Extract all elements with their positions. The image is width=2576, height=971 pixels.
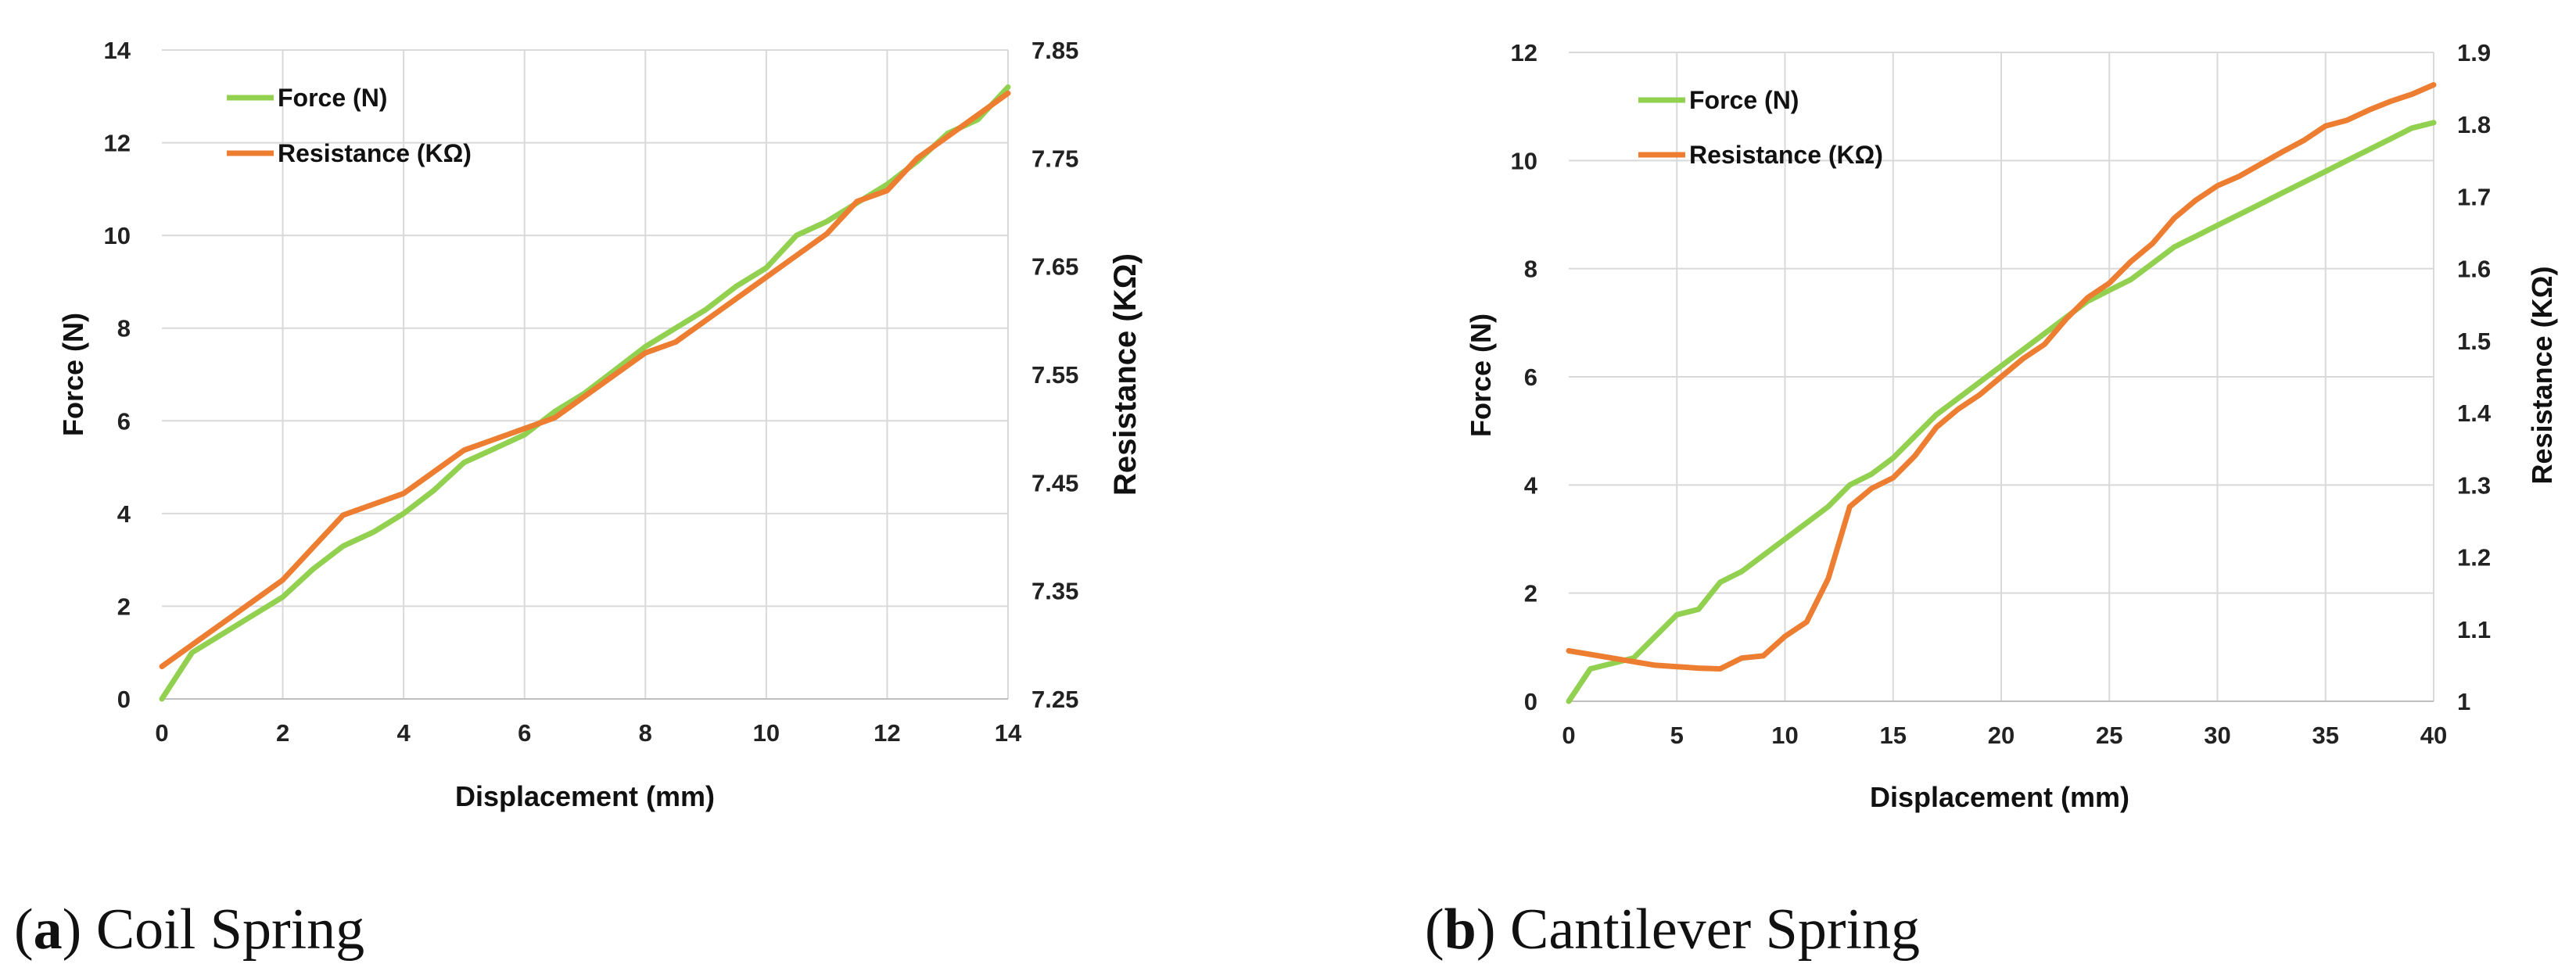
legend-label-force: Force (N) — [1689, 86, 1799, 114]
y2-tick-label: 1.6 — [2457, 256, 2491, 283]
x-tick-label: 10 — [753, 719, 780, 747]
legend-label-force: Force (N) — [278, 84, 387, 112]
y2-tick-label: 7.55 — [1031, 361, 1078, 389]
x-tick-label: 4 — [397, 719, 411, 747]
x-tick-label: 20 — [1988, 722, 2015, 749]
y2-tick-label: 1.2 — [2457, 544, 2491, 571]
chart-panel-coil-spring: 0 2 4 6 8 10 12 14 0 2 4 6 8 10 12 14 7.25 7.35 7.45 7.55… — [14, 37, 1143, 962]
legend-label-resistance: Resistance (KΩ) — [1689, 141, 1883, 169]
x-tick-label: 12 — [874, 719, 900, 747]
legend-label-resistance: Resistance (KΩ) — [278, 139, 472, 167]
legend: Force (N) Resistance (KΩ) — [1638, 86, 1883, 169]
panel-caption: (a) Coil Spring — [14, 898, 364, 962]
y-tick-label: 0 — [1524, 688, 1537, 715]
series-lines — [159, 84, 1011, 702]
y2-tick-label: 7.75 — [1031, 145, 1078, 172]
caption-open: ( — [14, 898, 34, 962]
caption-title: Cantilever Spring — [1495, 898, 1920, 962]
chart-panel-cantilever-spring: 0 5 10 15 20 25 30 35 40 0 2 4 6 8 10 12 1 1.1 1.2 1.3 1.4… — [1425, 39, 2558, 962]
x-tick-label: 0 — [155, 719, 168, 747]
x-tick-labels: 0 5 10 15 20 25 30 35 40 — [1562, 722, 2447, 749]
y-tick-label: 12 — [104, 130, 131, 157]
resistance-series-line — [1566, 82, 2437, 672]
y-axis-title: Force (N) — [57, 313, 89, 436]
y-tick-label: 6 — [117, 407, 131, 435]
x-tick-label: 8 — [639, 719, 652, 747]
y-axis-title: Force (N) — [1465, 314, 1497, 437]
x-tick-label: 35 — [2312, 722, 2339, 749]
y2-tick-label: 7.65 — [1031, 253, 1078, 281]
y-tick-label: 0 — [117, 686, 131, 713]
x-tick-label: 15 — [1880, 722, 1907, 749]
gridlines — [162, 49, 1009, 699]
y2-tick-label: 1.4 — [2457, 400, 2492, 427]
x-tick-label: 2 — [276, 719, 289, 747]
y-tick-label: 12 — [1511, 39, 1537, 66]
y2-tick-label: 1.5 — [2457, 328, 2491, 355]
x-tick-label: 6 — [518, 719, 531, 747]
y-tick-label: 10 — [104, 222, 131, 249]
y-tick-labels: 0 2 4 6 8 10 12 — [1511, 39, 1538, 715]
y2-tick-labels: 1 1.1 1.2 1.3 1.4 1.5 1.6 1.7 1.8 1.9 — [2457, 39, 2492, 715]
series-lines — [1566, 82, 2437, 704]
x-axis-title: Displacement (mm) — [1870, 781, 2129, 813]
y2-tick-labels: 7.25 7.35 7.45 7.55 7.65 7.75 7.85 — [1031, 37, 1078, 713]
y2-tick-label: 1 — [2457, 688, 2470, 715]
x-tick-label: 40 — [2420, 722, 2447, 749]
y-tick-label: 8 — [1524, 256, 1537, 283]
y2-tick-label: 7.35 — [1031, 578, 1078, 605]
y2-axis-title: Resistance (KΩ) — [1108, 253, 1143, 496]
y2-axis-title: Resistance (KΩ) — [2526, 267, 2558, 485]
x-tick-label: 0 — [1562, 722, 1575, 749]
x-axis-title: Displacement (mm) — [455, 780, 715, 812]
caption-letter: b — [1444, 898, 1476, 962]
y2-tick-label: 1.7 — [2457, 183, 2491, 210]
caption-letter: a — [34, 898, 63, 962]
x-tick-label: 10 — [1771, 722, 1798, 749]
legend: Force (N) Resistance (KΩ) — [227, 84, 472, 167]
y2-tick-label: 7.25 — [1031, 686, 1078, 713]
y-tick-label: 10 — [1511, 147, 1537, 174]
y2-tick-label: 7.85 — [1031, 37, 1078, 64]
caption-open: ( — [1425, 898, 1444, 962]
caption-title: Coil Spring — [81, 898, 364, 962]
x-tick-label: 14 — [995, 719, 1022, 747]
y-tick-label: 4 — [117, 500, 131, 528]
x-tick-label: 5 — [1670, 722, 1684, 749]
y2-tick-label: 1.3 — [2457, 471, 2491, 499]
y-tick-label: 14 — [104, 37, 131, 64]
caption-close: ) — [1476, 898, 1496, 962]
y-tick-label: 8 — [117, 315, 131, 342]
x-tick-label: 30 — [2204, 722, 2230, 749]
y-tick-label: 2 — [117, 593, 131, 620]
y-tick-label: 2 — [1524, 580, 1537, 607]
y-tick-labels: 0 2 4 6 8 10 12 14 — [104, 37, 131, 713]
y2-tick-label: 1.9 — [2457, 39, 2491, 66]
x-tick-labels: 0 2 4 6 8 10 12 14 — [155, 719, 1022, 747]
panel-caption: (b) Cantilever Spring — [1425, 898, 1920, 962]
y2-tick-label: 1.8 — [2457, 111, 2491, 138]
y-tick-label: 6 — [1524, 364, 1537, 391]
resistance-series-line — [159, 90, 1011, 669]
caption-close: ) — [63, 898, 82, 962]
y-tick-label: 4 — [1524, 471, 1538, 499]
y2-tick-label: 7.45 — [1031, 469, 1078, 496]
x-tick-label: 25 — [2096, 722, 2122, 749]
force-series-line — [1566, 120, 2437, 704]
y2-tick-label: 1.1 — [2457, 616, 2491, 643]
